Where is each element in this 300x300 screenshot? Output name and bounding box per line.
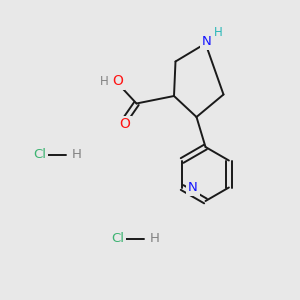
Text: O: O [119,117,130,131]
Text: Cl: Cl [111,232,124,245]
Text: Cl: Cl [33,148,46,161]
Text: N: N [202,35,212,49]
Text: H: H [100,75,109,88]
Text: N: N [188,181,198,194]
Text: O: O [112,74,123,88]
Text: H: H [214,26,223,39]
Text: H: H [149,232,159,245]
Text: H: H [71,148,81,161]
